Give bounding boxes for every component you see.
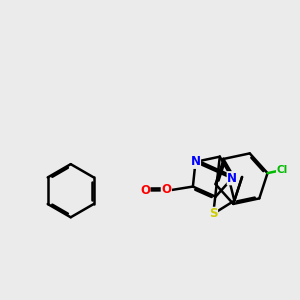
Text: O: O xyxy=(140,184,150,197)
Text: S: S xyxy=(209,207,218,220)
Text: N: N xyxy=(190,155,200,168)
Text: Cl: Cl xyxy=(277,165,288,175)
Text: O: O xyxy=(161,183,171,196)
Text: N: N xyxy=(227,172,237,185)
